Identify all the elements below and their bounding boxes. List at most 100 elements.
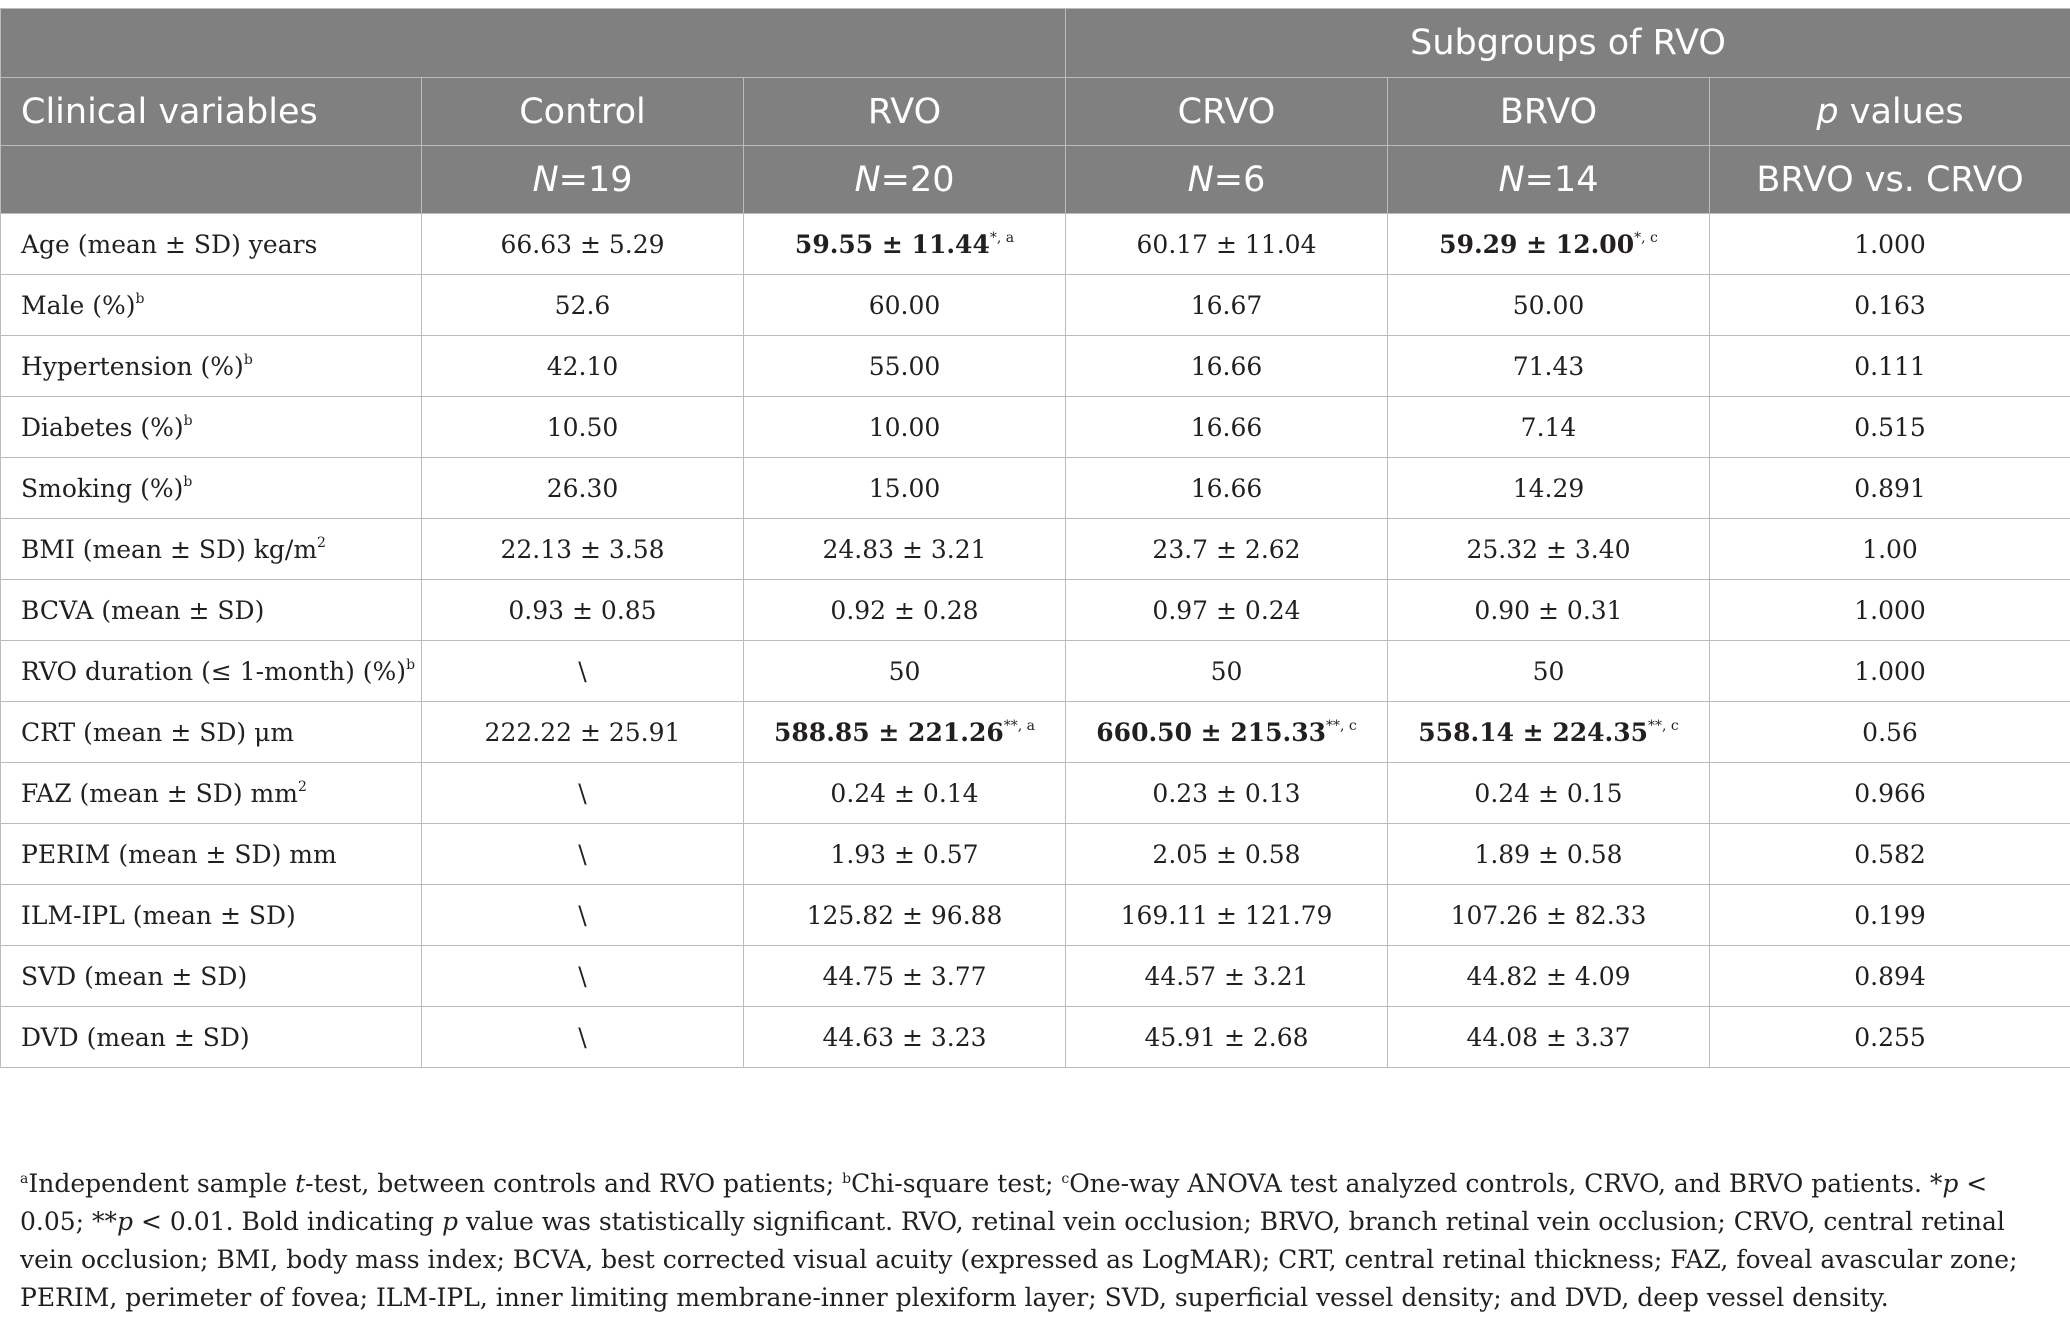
control-cell: \ (422, 946, 744, 1007)
p-value: 0.891 (1854, 474, 1926, 503)
p-values-label: values (1839, 92, 1964, 132)
rvo-cell: 44.75 ± 3.77 (744, 946, 1066, 1007)
footnote-text: p (442, 1207, 458, 1236)
table-row: SVD (mean ± SD) \44.75 ± 3.77 44.57 ± 3.21… (1, 946, 2070, 1007)
control-cell: 22.13 ± 3.58 (422, 519, 744, 580)
footnote-marker: b (842, 1171, 851, 1187)
label-superscript: 2 (317, 535, 326, 551)
crvo-n: N=6 (1066, 146, 1388, 214)
crvo-value: 16.66 (1191, 352, 1263, 381)
p-cell: 0.56 (1710, 702, 2070, 763)
n-letter: N (1188, 160, 1214, 200)
brvo-value: 0.90 ± 0.31 (1474, 596, 1622, 625)
label-superscript: b (244, 352, 253, 368)
brvo-cell: 59.29 ± 12.00*, c (1388, 214, 1710, 275)
rvo-cell: 44.63 ± 3.23 (744, 1007, 1066, 1068)
crvo-cell: 0.23 ± 0.13 (1066, 763, 1388, 824)
variable-label-cell: PERIM (mean ± SD) mm (1, 824, 422, 885)
crvo-value: 44.57 ± 3.21 (1144, 962, 1308, 991)
rvo-value: 50 (889, 657, 921, 686)
brvo-value: 7.14 (1521, 413, 1577, 442)
p-cell: 0.582 (1710, 824, 2070, 885)
n-value: =19 (559, 160, 633, 200)
variable-label-cell: SVD (mean ± SD) (1, 946, 422, 1007)
header-empty-cell (1, 9, 1066, 78)
rvo-header: RVO (744, 78, 1066, 146)
p-value: 0.111 (1854, 352, 1926, 381)
variable-label-cell: Diabetes (%)b (1, 397, 422, 458)
brvo-cell: 558.14 ± 224.35**, c (1388, 702, 1710, 763)
control-cell: \ (422, 1007, 744, 1068)
brvo-value: 1.89 ± 0.58 (1474, 840, 1622, 869)
p-cell: 0.894 (1710, 946, 2070, 1007)
variable-label: BCVA (mean ± SD) (21, 596, 264, 625)
rvo-cell: 60.00 (744, 275, 1066, 336)
brvo-cell: 0.24 ± 0.15 (1388, 763, 1710, 824)
variable-label-cell: BMI (mean ± SD) kg/m2 (1, 519, 422, 580)
rvo-value: 60.00 (869, 291, 941, 320)
p-cell: 1.000 (1710, 580, 2070, 641)
control-cell: \ (422, 763, 744, 824)
p-cell: 0.515 (1710, 397, 2070, 458)
brvo-cell: 71.43 (1388, 336, 1710, 397)
p-cell: 0.163 (1710, 275, 2070, 336)
variable-label: SVD (mean ± SD) (21, 962, 247, 991)
crvo-cell: 23.7 ± 2.62 (1066, 519, 1388, 580)
rvo-cell: 55.00 (744, 336, 1066, 397)
n-letter: N (854, 160, 880, 200)
variable-label: ILM-IPL (mean ± SD) (21, 901, 296, 930)
variable-label-cell: FAZ (mean ± SD) mm2 (1, 763, 422, 824)
crvo-cell: 169.11 ± 121.79 (1066, 885, 1388, 946)
header-empty-cell (1, 146, 422, 214)
rvo-value: 10.00 (869, 413, 941, 442)
control-cell: 10.50 (422, 397, 744, 458)
label-superscript: b (183, 474, 192, 490)
variable-label: FAZ (mean ± SD) mm (21, 779, 298, 808)
variable-label: Diabetes (%) (21, 413, 184, 442)
footnote-text: One-way ANOVA test analyzed controls, CR… (1069, 1169, 1942, 1198)
brvo-value: 50.00 (1513, 291, 1585, 320)
crvo-header: CRVO (1066, 78, 1388, 146)
p-cell: 1.00 (1710, 519, 2070, 580)
significance-marker: **, c (1326, 718, 1357, 734)
crvo-cell: 50 (1066, 641, 1388, 702)
brvo-n: N=14 (1388, 146, 1710, 214)
rvo-value: 44.63 ± 3.23 (822, 1023, 986, 1052)
footnote-text: t (295, 1169, 305, 1198)
brvo-value: 25.32 ± 3.40 (1466, 535, 1630, 564)
control-value: \ (578, 1023, 586, 1052)
variable-label: Age (mean ± SD) years (21, 230, 317, 259)
n-value: =20 (881, 160, 955, 200)
variable-label-cell: RVO duration (≤ 1-month) (%)b (1, 641, 422, 702)
p-cell: 0.966 (1710, 763, 2070, 824)
footnote-text: Chi-square test; (851, 1169, 1061, 1198)
variable-label-cell: ILM-IPL (mean ± SD) (1, 885, 422, 946)
p-cell: 1.000 (1710, 214, 2070, 275)
table-row: Age (mean ± SD) years 66.63 ± 5.29 59.55 ±… (1, 214, 2070, 275)
control-value: 22.13 ± 3.58 (500, 535, 664, 564)
brvo-cell: 0.90 ± 0.31 (1388, 580, 1710, 641)
rvo-n: N=20 (744, 146, 1066, 214)
p-cell: 0.199 (1710, 885, 2070, 946)
rvo-cell: 0.92 ± 0.28 (744, 580, 1066, 641)
crvo-value: 0.23 ± 0.13 (1152, 779, 1300, 808)
crvo-value: 45.91 ± 2.68 (1144, 1023, 1308, 1052)
crvo-cell: 660.50 ± 215.33**, c (1066, 702, 1388, 763)
rvo-value: 125.82 ± 96.88 (807, 901, 1003, 930)
rvo-value: 59.55 ± 11.44 (795, 230, 990, 259)
rvo-value: 0.24 ± 0.14 (830, 779, 978, 808)
table-footnote: aIndependent sample t-test, between cont… (20, 1160, 2050, 1317)
crvo-cell: 2.05 ± 0.58 (1066, 824, 1388, 885)
control-cell: 66.63 ± 5.29 (422, 214, 744, 275)
crvo-cell: 0.97 ± 0.24 (1066, 580, 1388, 641)
variable-label: RVO duration (≤ 1-month) (%) (21, 657, 406, 686)
brvo-value: 50 (1533, 657, 1565, 686)
brvo-cell: 25.32 ± 3.40 (1388, 519, 1710, 580)
variable-label: PERIM (mean ± SD) mm (21, 840, 337, 869)
control-value: 42.10 (547, 352, 619, 381)
control-cell: \ (422, 824, 744, 885)
